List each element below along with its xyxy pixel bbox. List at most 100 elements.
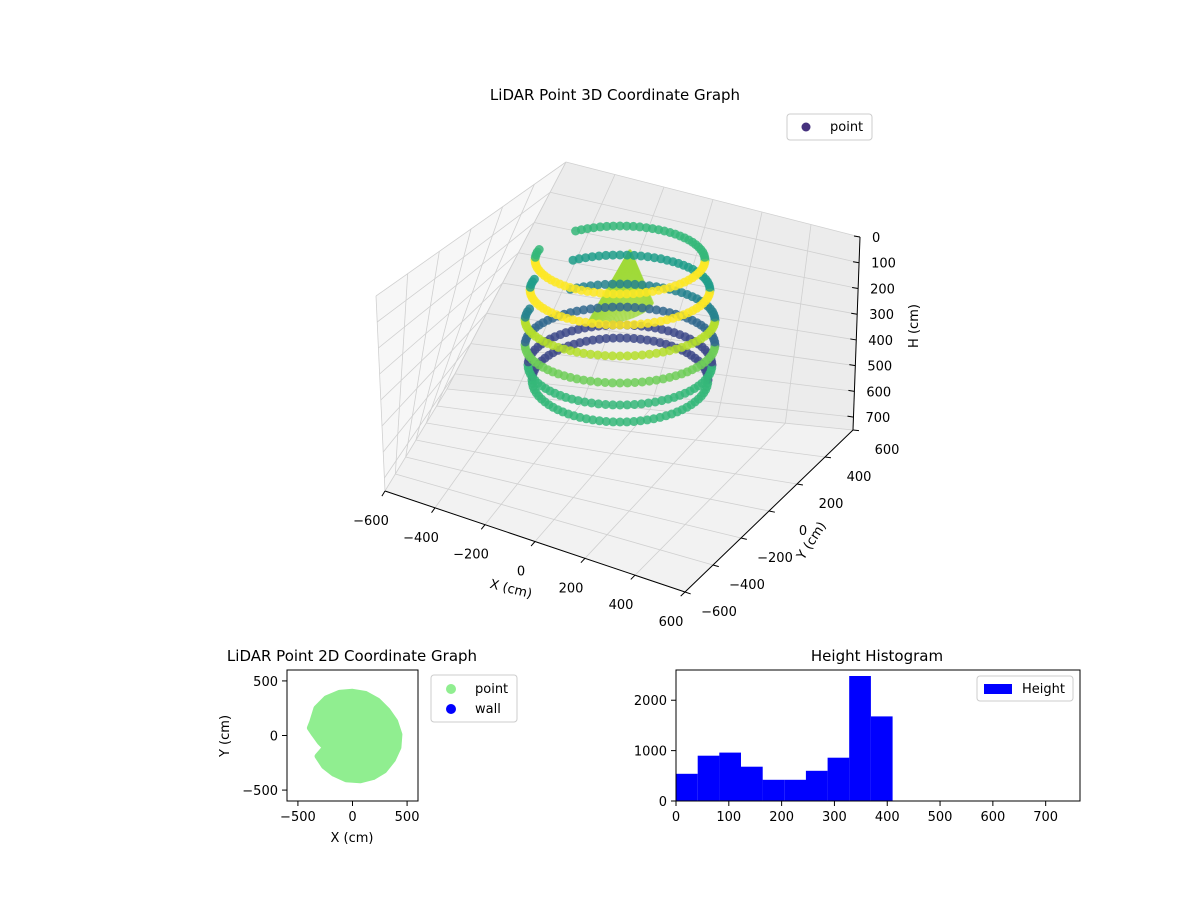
chart-3d-point bbox=[637, 350, 647, 360]
chart-3d-xtick bbox=[431, 507, 436, 514]
chart-3d-point bbox=[601, 320, 611, 330]
chart-3d-point bbox=[643, 398, 653, 408]
histogram-xtick-label: 0 bbox=[672, 810, 680, 825]
histogram-bar bbox=[870, 716, 893, 801]
histogram-ytick-label: 0 bbox=[659, 795, 667, 810]
chart-3d-point bbox=[579, 305, 589, 315]
chart-3d-ytick-label: 0 bbox=[799, 524, 807, 539]
histogram-ytick-label: 1000 bbox=[634, 745, 667, 760]
chart-3d-point bbox=[649, 317, 659, 327]
chart-3d-zgrid-back bbox=[454, 373, 854, 418]
chart-3d-ytick-label: −400 bbox=[729, 578, 765, 593]
chart-3d-ytick-label: 200 bbox=[819, 497, 844, 512]
chart-3d-ytick-label: 600 bbox=[875, 443, 900, 458]
histogram-bar bbox=[762, 779, 785, 801]
chart-3d-point bbox=[630, 378, 640, 387]
chart-3d-point bbox=[644, 304, 654, 314]
chart-3d-ygrid-left bbox=[446, 161, 567, 390]
chart-3d-point bbox=[608, 320, 618, 330]
chart-3d-point bbox=[602, 289, 612, 299]
chart-3d-point bbox=[608, 400, 618, 410]
chart-3d-point bbox=[643, 252, 653, 262]
chart-3d-point bbox=[600, 279, 610, 289]
chart-2d-xtick-label: 0 bbox=[348, 810, 356, 825]
chart-3d-point bbox=[629, 400, 639, 409]
chart-3d-point bbox=[623, 351, 632, 361]
histogram-bars bbox=[676, 676, 893, 801]
chart-3d-point bbox=[623, 302, 632, 312]
chart-3d-ytick bbox=[824, 456, 832, 459]
chart-3d-xtick-label: −200 bbox=[453, 548, 489, 563]
chart-3d-point bbox=[600, 351, 610, 361]
chart-3d-ytick-label: −600 bbox=[701, 605, 737, 620]
chart-3d-xaxis bbox=[384, 490, 686, 593]
histogram-ticks: 0 100 200 300 400 500 600 700 0 1000 2000 bbox=[634, 694, 1058, 825]
chart-2d-ytick-label: 500 bbox=[253, 675, 278, 690]
chart-3d-title: LiDAR Point 3D Coordinate Graph bbox=[490, 86, 740, 104]
chart-3d-point bbox=[629, 250, 639, 260]
chart-3d-point bbox=[651, 375, 661, 385]
histogram: Height Histogram 0 100 200 300 400 500 600 7000… bbox=[634, 647, 1081, 825]
histogram-bar bbox=[805, 770, 828, 801]
chart-3d-point bbox=[608, 378, 617, 388]
chart-3d-ygrid-left bbox=[394, 273, 409, 475]
chart-3d-point bbox=[637, 399, 646, 409]
chart-3d-xtick-label: 200 bbox=[559, 581, 584, 596]
chart-3d-xgrid-back bbox=[717, 211, 763, 417]
chart-3d-point bbox=[636, 416, 645, 426]
chart-3d-points bbox=[520, 221, 720, 427]
chart-3d-point bbox=[587, 398, 597, 408]
chart-3d-panes bbox=[376, 162, 860, 592]
histogram-bar bbox=[697, 755, 720, 801]
chart-3d-ztick-label: 400 bbox=[868, 334, 893, 349]
chart-3d-ytick bbox=[740, 537, 747, 540]
chart-3d-zgrid-back bbox=[534, 222, 859, 289]
chart-3d-xtick-label: 600 bbox=[659, 615, 684, 630]
histogram-ytick-label: 2000 bbox=[634, 694, 667, 709]
chart-3d-point bbox=[615, 250, 625, 260]
histogram-bar bbox=[784, 779, 806, 801]
chart-3d-point bbox=[525, 304, 535, 314]
chart-3d-point bbox=[572, 306, 582, 316]
chart-3d-point bbox=[622, 289, 632, 299]
chart-3d-zlabel: H (cm) bbox=[907, 304, 922, 348]
chart-3d-point bbox=[608, 289, 618, 299]
chart-3d-point bbox=[637, 377, 647, 387]
chart-3d-point bbox=[622, 250, 632, 260]
chart-3d-point bbox=[602, 221, 612, 231]
chart-3d-point bbox=[630, 303, 640, 312]
chart-2d-title: LiDAR Point 2D Coordinate Graph bbox=[227, 647, 477, 665]
chart-3d-ygrid-floor bbox=[436, 405, 826, 458]
histogram-frame bbox=[675, 669, 1081, 802]
chart-3d-point bbox=[615, 333, 625, 343]
chart-3d-point bbox=[579, 375, 589, 385]
chart-2d-ytick-label: 0 bbox=[270, 730, 278, 745]
chart-3d-zgrid-left bbox=[380, 282, 503, 401]
chart-3d-zgrid-left bbox=[376, 191, 551, 323]
chart-3d-point bbox=[658, 374, 668, 384]
histogram-bar bbox=[741, 766, 763, 801]
histogram-bar bbox=[719, 752, 741, 801]
chart-3d-point bbox=[608, 333, 618, 343]
chart-3d-ztick bbox=[848, 389, 855, 392]
chart-3d-point bbox=[601, 334, 611, 343]
histogram-xtick-label: 500 bbox=[928, 810, 953, 825]
chart-3d-point bbox=[593, 350, 603, 360]
histogram-title: Height Histogram bbox=[811, 647, 943, 665]
chart-3d-ztick-label: 300 bbox=[869, 308, 894, 323]
chart-3d-point bbox=[586, 304, 596, 314]
chart-3d-point bbox=[600, 303, 610, 312]
chart-3d-ztick bbox=[849, 364, 856, 367]
chart-3d-ytick bbox=[684, 591, 691, 595]
chart-3d-point bbox=[529, 274, 539, 284]
chart-3d-zgrid-left bbox=[379, 252, 519, 375]
chart-3d-point bbox=[601, 250, 611, 260]
chart-3d-ytick bbox=[712, 564, 719, 568]
chart-2d: LiDAR Point 2D Coordinate Graph −500 0 500… bbox=[218, 647, 518, 846]
chart-3d-ygrid-left bbox=[436, 184, 535, 407]
chart-3d-ztick-label: 500 bbox=[867, 360, 892, 375]
chart-3d-zgrid-left bbox=[384, 373, 456, 479]
chart-3d-point bbox=[601, 400, 611, 409]
chart-3d-ytick-label: −200 bbox=[757, 551, 793, 566]
